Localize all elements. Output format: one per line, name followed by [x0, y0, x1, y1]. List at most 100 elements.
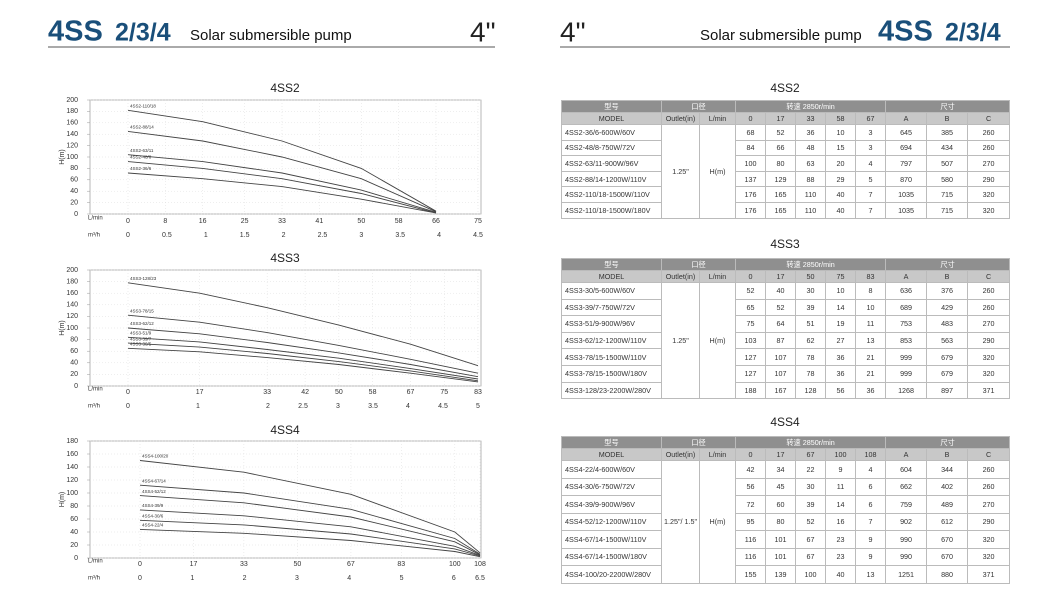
- x2-tick-label: 1.5: [240, 232, 250, 239]
- curve: [127, 327, 479, 378]
- x2-tick-label: 5: [476, 403, 480, 410]
- value-cell: 320: [967, 364, 1011, 383]
- model-cell: 4SS3-51/9-900W/96V: [561, 315, 662, 333]
- curve: [139, 519, 481, 557]
- x2-tick-label: 4: [347, 575, 351, 582]
- x2-tick-label: 6.5: [475, 575, 485, 582]
- header-cell: A: [885, 448, 928, 461]
- value-cell: 127: [735, 364, 767, 383]
- y-tick-label: 40: [70, 529, 78, 536]
- y-tick-label: 60: [70, 348, 78, 355]
- value-cell: 176: [735, 201, 767, 219]
- curve: [139, 509, 481, 556]
- table-row: 4SS3-51/9-900W/96V 75 64 51 19 11 753 483 270: [561, 315, 1011, 333]
- header-cell: L/min: [698, 270, 737, 283]
- value-cell: 320: [967, 530, 1011, 549]
- value-cell: 60: [765, 495, 797, 514]
- y-tick-label: 140: [66, 464, 78, 471]
- header-cell: 100: [825, 448, 857, 461]
- value-cell: 87: [765, 331, 797, 350]
- value-cell: 15: [825, 139, 857, 157]
- table-row: 4SS2-36/6-600W/60V 1.25" H(m) 68 52 36 10 3 645 3…: [561, 124, 1011, 219]
- value-cell: 580: [926, 170, 969, 188]
- y-tick-label: 20: [70, 542, 78, 549]
- x-tick-label: 67: [407, 389, 415, 396]
- value-cell: 434: [926, 139, 969, 157]
- value-cell: 103: [735, 331, 767, 350]
- value-cell: 16: [825, 512, 857, 531]
- value-cell: 52: [735, 282, 767, 300]
- y-tick-label: 80: [70, 165, 78, 172]
- model-cell: 4SS2-110/18-1500W/110V: [561, 186, 662, 203]
- value-cell: 167: [765, 381, 797, 400]
- curve: [139, 460, 481, 554]
- x2-tick-label: 3: [295, 575, 299, 582]
- x-tick-label: 0: [138, 561, 142, 568]
- model-cell: 4SS3-62/12-1200W/110V: [561, 331, 662, 350]
- value-cell: 260: [967, 460, 1011, 479]
- value-cell: 101: [765, 530, 797, 549]
- x-tick-label: 0: [126, 389, 130, 396]
- x-tick-label: 25: [241, 218, 249, 225]
- value-cell: 344: [926, 460, 969, 479]
- x-tick-label: 41: [315, 218, 323, 225]
- value-cell: 260: [967, 139, 1011, 157]
- table-row: 4SS3-39/7-750W/72V 65 52 39 14 10 689 429 260: [561, 298, 1011, 317]
- model-cell: 4SS4-67/14-1500W/180V: [561, 547, 662, 566]
- curve: [139, 495, 481, 556]
- curve-label: 4SS4-39/9: [142, 503, 164, 508]
- value-cell: 116: [735, 530, 767, 549]
- model-cell: 4SS3-128/23-2200W/280V: [561, 381, 662, 400]
- y-axis-label: H(m): [59, 492, 66, 508]
- curve-label: 4SS4-67/14: [142, 478, 166, 483]
- value-cell: 155: [735, 565, 767, 584]
- y-tick-label: 100: [66, 154, 78, 161]
- head-cell: H(m): [698, 460, 737, 584]
- curve-label: 4SS3-51/9: [130, 330, 152, 335]
- value-cell: 107: [765, 348, 797, 366]
- y-tick-label: 80: [70, 336, 78, 343]
- value-cell: 23: [825, 530, 857, 549]
- x2-tick-label: 1: [190, 575, 194, 582]
- curve-label: 4SS3-128/23: [130, 276, 157, 281]
- value-cell: 188: [735, 381, 767, 400]
- x-tick-label: 42: [301, 389, 309, 396]
- model-cell: 4SS4-22/4-600W/60V: [561, 460, 662, 479]
- value-cell: 22: [795, 460, 827, 479]
- y-tick-label: 0: [74, 555, 78, 562]
- x-tick-label: 67: [347, 561, 355, 568]
- value-cell: 999: [885, 348, 928, 366]
- y-tick-label: 60: [70, 516, 78, 523]
- value-cell: 34: [765, 460, 797, 479]
- header-cell: 尺寸: [885, 258, 1011, 271]
- model-cell: 4SS4-39/9-900W/96V: [561, 495, 662, 514]
- curve: [127, 347, 479, 383]
- value-cell: 902: [885, 512, 928, 531]
- header-row: MODEL Outlet(in) L/min 0 17 33 58 67 A B C: [561, 112, 1011, 125]
- curve: [127, 130, 437, 213]
- value-cell: 402: [926, 477, 969, 496]
- value-cell: 110: [795, 186, 827, 203]
- table-row: 4SS3-78/15-1500W/180V 127 107 78 36 21 999 679 3…: [561, 364, 1011, 383]
- table-row: 4SS3-128/23-2200W/280V 188 167 128 56 36 1268 8…: [561, 381, 1011, 400]
- y-axis-label: H(m): [59, 149, 66, 165]
- value-cell: 270: [967, 155, 1011, 172]
- header-row: 型号 口径 转速 2850r/min 尺寸: [561, 100, 1011, 113]
- y-tick-label: 200: [66, 97, 78, 104]
- value-cell: 320: [967, 186, 1011, 203]
- header-cell: 17: [765, 270, 797, 283]
- curve-label: 4SS2-88/14: [130, 125, 154, 130]
- y-tick-label: 180: [66, 278, 78, 285]
- series-name: 4SS: [48, 16, 103, 48]
- spec-table: 型号 口径 转速 2850r/min 尺寸 MODEL Outlet(in) L/min 0 1…: [561, 436, 1011, 584]
- x2-tick-label: 2: [243, 575, 247, 582]
- value-cell: 270: [967, 495, 1011, 514]
- y-tick-label: 160: [66, 120, 78, 127]
- table-row: 4SS2-110/18-1500W/110V 176 165 110 40 7 1035 71…: [561, 186, 1011, 203]
- header-cell: 型号: [561, 436, 662, 449]
- x2-tick-label: 0: [138, 575, 142, 582]
- value-cell: 88: [795, 170, 827, 188]
- curve: [139, 528, 481, 558]
- table-row: 4SS4-39/9-900W/96V 72 60 39 14 6 759 489 270: [561, 495, 1011, 514]
- value-cell: 36: [825, 364, 857, 383]
